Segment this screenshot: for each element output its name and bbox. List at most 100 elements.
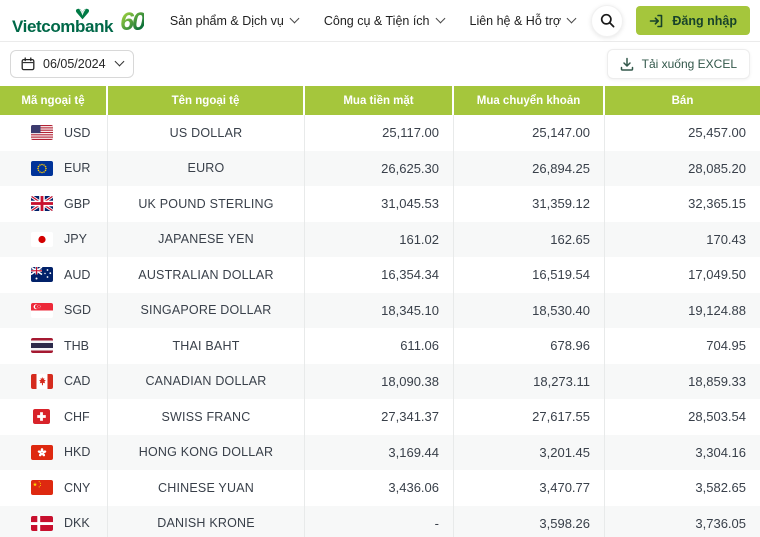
currency-code: SGD (64, 303, 92, 318)
currency-code: CNY (64, 480, 91, 495)
currency-code: HKD (64, 445, 91, 460)
currency-code: CAD (64, 374, 91, 389)
search-icon (600, 13, 615, 28)
table-row: SGD SINGAPORE DOLLAR 18,345.10 18,530.40… (0, 292, 760, 328)
flag-cny-icon (30, 480, 53, 496)
currency-name-cell: CHINESE YUAN (108, 470, 305, 506)
currency-code: USD (64, 125, 91, 140)
currency-code-cell: USD (0, 115, 108, 151)
sell-cell: 704.95 (706, 338, 746, 354)
nav-item-products-services[interactable]: Sản phẩm & Dịch vụ (169, 13, 300, 28)
column-header-sell: Bán (605, 86, 760, 115)
column-header-currency-name: Tên ngoại tệ (108, 86, 305, 115)
sell-cell: 25,457.00 (688, 125, 746, 141)
buy-cash-cell: 18,345.10 (305, 292, 454, 328)
table-row: THB THAI BAHT 611.06 678.96 704.95 (0, 328, 760, 364)
currency-code: GBP (64, 196, 91, 211)
table-header-row: Mã ngoại tệ Tên ngoại tệ Mua tiền mặt Mu… (0, 86, 760, 115)
column-header-currency-code: Mã ngoại tệ (0, 86, 108, 115)
rates-toolbar: 06/05/2024 Tải xuống EXCEL (0, 42, 760, 85)
currency-code-cell: EUR (0, 150, 108, 186)
currency-code-cell: SGD (0, 292, 108, 328)
buy-transfer-cell: 16,519.54 (454, 257, 605, 293)
currency-code: AUD (64, 267, 91, 282)
flag-hkd-icon (30, 444, 53, 460)
currency-name-cell: CANADIAN DOLLAR (108, 363, 305, 399)
buy-cash-cell: 25,117.00 (305, 115, 454, 151)
nav-item-label: Liên hệ & Hỗ trợ (469, 13, 562, 28)
sell-cell: 170.43 (706, 231, 746, 247)
sell-cell: 28,503.54 (688, 409, 746, 425)
currency-code: EUR (64, 161, 91, 176)
currency-code: DKK (64, 516, 90, 531)
buy-cash-cell: 16,354.34 (305, 257, 454, 293)
buy-cash-cell: 27,341.37 (305, 399, 454, 435)
currency-code-cell: CNY (0, 470, 108, 506)
currency-code: JPY (64, 232, 87, 247)
top-navigation-bar: Vietcombank 60 Sản phẩm & Dịch vụ Công c… (0, 0, 760, 42)
nav-item-contact-support[interactable]: Liên hệ & Hỗ trợ (469, 13, 577, 28)
table-row: DKK DANISH KRONE - 3,598.26 3,736.05 (0, 505, 760, 537)
buy-transfer-cell: 3,598.26 (454, 505, 605, 537)
sell-cell: 3,304.16 (695, 444, 746, 460)
flag-cad-icon (30, 373, 53, 389)
currency-code-cell: CAD (0, 363, 108, 399)
buy-transfer-cell: 18,273.11 (454, 363, 605, 399)
currency-code-cell: JPY (0, 221, 108, 257)
nav-item-tools-utilities[interactable]: Công cụ & Tiện ích (323, 13, 445, 28)
sell-cell: 18,859.33 (688, 373, 746, 389)
flag-gbp-icon (30, 196, 53, 212)
chevron-down-icon (566, 13, 577, 24)
table-row: CHF SWISS FRANC 27,341.37 27,617.55 28,5… (0, 399, 760, 435)
exchange-rates-table: Mã ngoại tệ Tên ngoại tệ Mua tiền mặt Mu… (0, 86, 760, 537)
column-header-buy-cash: Mua tiền mặt (305, 86, 454, 115)
date-picker[interactable]: 06/05/2024 (10, 49, 134, 78)
currency-name-cell: AUSTRALIAN DOLLAR (108, 257, 305, 293)
table-row: USD US DOLLAR 25,117.00 25,147.00 25,457… (0, 115, 760, 151)
sell-cell: 3,736.05 (695, 515, 746, 531)
currency-name-cell: US DOLLAR (108, 115, 305, 151)
buy-transfer-cell: 3,201.45 (454, 434, 605, 470)
table-row: CNY CHINESE YUAN 3,436.06 3,470.77 3,582… (0, 470, 760, 506)
buy-cash-cell: 26,625.30 (305, 150, 454, 186)
currency-code-cell: THB (0, 328, 108, 364)
date-picker-value: 06/05/2024 (43, 56, 106, 71)
sell-cell: 32,365.15 (688, 196, 746, 212)
flag-aud-icon (30, 267, 53, 283)
currency-code: CHF (64, 409, 90, 424)
currency-name-cell: SWISS FRANC (108, 399, 305, 435)
nav-item-label: Sản phẩm & Dịch vụ (169, 13, 284, 28)
table-row: HKD HONG KONG DOLLAR 3,169.44 3,201.45 3… (0, 434, 760, 470)
main-nav: Sản phẩm & Dịch vụ Công cụ & Tiện ích Li… (169, 13, 577, 28)
login-icon (650, 14, 663, 27)
buy-cash-cell: 18,090.38 (305, 363, 454, 399)
vietcombank-logo[interactable]: Vietcombank 60 (12, 7, 146, 36)
vietcombank-leaf-icon (75, 7, 90, 25)
nav-item-label: Công cụ & Tiện ích (323, 13, 430, 28)
table-row: GBP UK POUND STERLING 31,045.53 31,359.1… (0, 186, 760, 222)
flag-thb-icon (30, 338, 53, 354)
login-button[interactable]: Đăng nhập (636, 6, 750, 35)
anniversary-60-logo: 60 (120, 7, 146, 36)
currency-name-cell: EURO (108, 150, 305, 186)
flag-sgd-icon (30, 302, 53, 318)
brand-name: Vietcombank (12, 16, 114, 36)
flag-dkk-icon (30, 515, 53, 531)
currency-name-cell: DANISH KRONE (108, 505, 305, 537)
currency-code-cell: HKD (0, 434, 108, 470)
download-excel-button[interactable]: Tải xuống EXCEL (606, 48, 750, 79)
flag-eur-icon (30, 160, 53, 176)
buy-transfer-cell: 31,359.12 (454, 186, 605, 222)
login-button-label: Đăng nhập (672, 13, 737, 28)
rates-table-body: USD US DOLLAR 25,117.00 25,147.00 25,457… (0, 115, 760, 537)
search-button[interactable] (591, 4, 624, 37)
buy-transfer-cell: 25,147.00 (454, 115, 605, 151)
table-row: JPY JAPANESE YEN 161.02 162.65 170.43 (0, 221, 760, 257)
buy-cash-cell: 611.06 (305, 328, 454, 364)
sell-cell: 19,124.88 (688, 302, 746, 318)
buy-transfer-cell: 162.65 (454, 221, 605, 257)
buy-transfer-cell: 27,617.55 (454, 399, 605, 435)
currency-name-cell: UK POUND STERLING (108, 186, 305, 222)
currency-code-cell: GBP (0, 186, 108, 222)
currency-code-cell: CHF (0, 399, 108, 435)
